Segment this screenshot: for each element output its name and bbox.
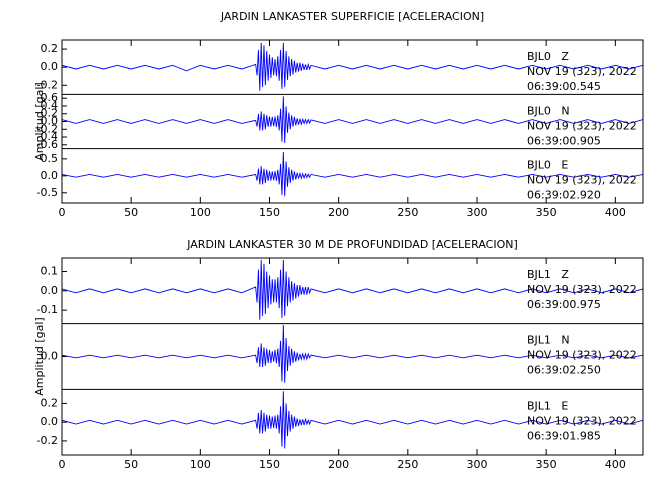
trace-name: BJL1 Z — [527, 268, 569, 281]
y-tick-label: 0.5 — [41, 152, 59, 165]
y-axis-label: Amplitud [gal] — [33, 82, 46, 160]
panel-title: JARDIN LANKASTER SUPERFICIE [ACELERACION… — [220, 10, 484, 23]
y-tick-label: 0.0 — [41, 115, 59, 128]
trace-name: BJL0 N — [527, 104, 570, 117]
x-tick-label: 250 — [397, 206, 418, 219]
y-tick-label: 0.2 — [41, 107, 59, 120]
x-tick-label: 150 — [259, 206, 280, 219]
trace-annotation: 06:39:02.250 — [527, 364, 601, 377]
trace-annotation: NOV 19 (323), 2022 — [527, 414, 637, 427]
y-tick-label: 0.2 — [41, 396, 59, 409]
panel-title: JARDIN LANKASTER 30 M DE PROFUNDIDAD [AC… — [186, 238, 518, 251]
waveform — [61, 324, 644, 383]
x-tick-label: 400 — [605, 206, 626, 219]
y-tick-label: -0.1 — [37, 303, 58, 316]
waveform — [61, 42, 644, 91]
trace-annotation: 06:39:00.905 — [527, 134, 601, 147]
y-axis-label: Amplitud [gal] — [33, 317, 46, 395]
waveform — [61, 259, 644, 320]
y-tick-label: -0.2 — [37, 434, 58, 447]
y-tick-label: 0.2 — [41, 42, 59, 55]
x-tick-label: 350 — [536, 458, 557, 471]
trace-annotation: NOV 19 (323), 2022 — [527, 174, 637, 187]
x-tick-label: 350 — [536, 206, 557, 219]
y-tick-label: 0.0 — [41, 415, 59, 428]
y-tick-label: -0.2 — [37, 78, 58, 91]
y-tick-label: 0.0 — [41, 60, 59, 73]
trace-annotation: 06:39:00.545 — [527, 80, 601, 93]
x-tick-label: 200 — [328, 206, 349, 219]
y-tick-label: -0.6 — [37, 138, 58, 151]
x-tick-label: 200 — [328, 458, 349, 471]
trace-annotation: 06:39:01.985 — [527, 429, 601, 442]
plot-frame — [61, 39, 644, 204]
y-tick-label: 0.0 — [41, 169, 59, 182]
y-tick-label: 0.4 — [41, 99, 59, 112]
trace-annotation: NOV 19 (323), 2022 — [527, 119, 637, 132]
x-tick-label: 250 — [397, 458, 418, 471]
x-tick-label: 150 — [259, 458, 280, 471]
x-tick-label: 50 — [124, 206, 138, 219]
y-tick-label: -0.4 — [37, 130, 58, 143]
x-tick-label: 400 — [605, 458, 626, 471]
y-tick-label: 0.6 — [41, 91, 59, 104]
trace-name: BJL1 E — [527, 399, 568, 412]
trace-annotation: 06:39:00.975 — [527, 298, 601, 311]
y-tick-label: 0.0 — [41, 350, 59, 363]
x-tick-label: 50 — [124, 458, 138, 471]
trace-name: BJL0 E — [527, 159, 568, 172]
x-tick-label: 0 — [59, 458, 66, 471]
trace-name: BJL0 Z — [527, 50, 569, 63]
waveform — [61, 152, 644, 197]
x-tick-label: 0 — [59, 206, 66, 219]
waveform — [61, 96, 644, 143]
y-tick-label: 0.0 — [41, 284, 59, 297]
x-tick-label: 100 — [190, 458, 211, 471]
y-tick-label: -0.2 — [37, 122, 58, 135]
y-tick-label: 0.1 — [41, 265, 59, 278]
trace-annotation: NOV 19 (323), 2022 — [527, 349, 637, 362]
plot-frame — [61, 257, 644, 456]
x-tick-label: 100 — [190, 206, 211, 219]
trace-annotation: NOV 19 (323), 2022 — [527, 65, 637, 78]
y-tick-label: -0.5 — [37, 186, 58, 199]
trace-name: BJL1 N — [527, 334, 570, 347]
trace-annotation: NOV 19 (323), 2022 — [527, 283, 637, 296]
trace-annotation: 06:39:02.920 — [527, 189, 601, 202]
x-tick-label: 300 — [467, 206, 488, 219]
x-tick-label: 300 — [467, 458, 488, 471]
waveform — [61, 391, 644, 449]
